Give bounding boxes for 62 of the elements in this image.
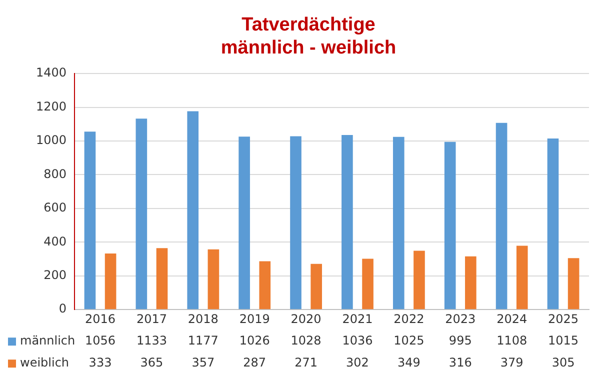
- x-tick-label: 2016: [84, 312, 116, 326]
- bar: [156, 248, 168, 310]
- data-label: 271: [294, 356, 318, 370]
- y-tick-label: 1200: [36, 99, 67, 114]
- x-tick-label: 2024: [496, 312, 528, 326]
- data-label: 1056: [84, 334, 116, 348]
- data-label: 349: [397, 356, 420, 370]
- data-label: 1026: [239, 334, 270, 348]
- data-label: 302: [346, 356, 369, 370]
- data-label: 995: [448, 334, 472, 348]
- legend-label: männlich: [20, 334, 76, 348]
- data-label: 1108: [496, 334, 528, 348]
- x-tick-label: 2018: [188, 312, 218, 326]
- bar: [414, 250, 425, 310]
- y-tick-label: 200: [44, 268, 67, 282]
- y-tick-label: 800: [44, 166, 67, 181]
- x-tick-label: 2021: [342, 312, 373, 326]
- bar: [465, 256, 476, 310]
- bar: [516, 246, 528, 310]
- data-label: 357: [192, 356, 215, 370]
- x-tick-label: 2022: [394, 312, 424, 326]
- data-label: 1015: [548, 334, 579, 348]
- chart-title: Tatverdächtige: [242, 14, 376, 36]
- bar: [444, 142, 456, 310]
- data-label: 316: [448, 356, 472, 370]
- data-label: 1133: [136, 334, 167, 348]
- bar: [310, 264, 322, 310]
- bar: [84, 132, 96, 310]
- y-tick-label: 1400: [36, 66, 67, 80]
- bar: [392, 136, 404, 310]
- y-tick-label: 400: [44, 234, 67, 248]
- data-label: 1028: [290, 334, 322, 348]
- data-label: 1036: [342, 334, 373, 348]
- data-label: 1177: [188, 334, 218, 348]
- bar: [208, 249, 220, 310]
- x-tick-label: 2020: [290, 312, 322, 326]
- data-label: 365: [140, 356, 164, 370]
- bar: [568, 258, 580, 310]
- data-label: 333: [88, 356, 112, 370]
- bar: [362, 258, 374, 310]
- bar: [290, 136, 302, 310]
- chart-subtitle: männlich - weiblich: [220, 37, 396, 58]
- bar: [187, 111, 199, 310]
- data-label: 305: [552, 356, 575, 370]
- x-tick-label: 2023: [445, 312, 476, 326]
- bar: [342, 134, 353, 310]
- bar: [104, 253, 116, 310]
- data-label: 379: [500, 356, 524, 370]
- bar: [259, 261, 271, 310]
- bar: [496, 122, 508, 310]
- bar: [136, 118, 148, 310]
- y-tick-label: 0: [58, 302, 67, 316]
- bar: [238, 136, 250, 310]
- legend-label: weiblich: [20, 356, 70, 370]
- data-label: 1025: [394, 334, 424, 348]
- data-label: 287: [243, 356, 266, 370]
- bar: [547, 138, 559, 310]
- y-tick-label: 1000: [36, 133, 67, 148]
- x-tick-label: 2017: [136, 312, 167, 326]
- x-tick-label: 2019: [239, 312, 270, 326]
- x-tick-label: 2025: [548, 312, 579, 326]
- y-tick-label: 600: [44, 200, 67, 215]
